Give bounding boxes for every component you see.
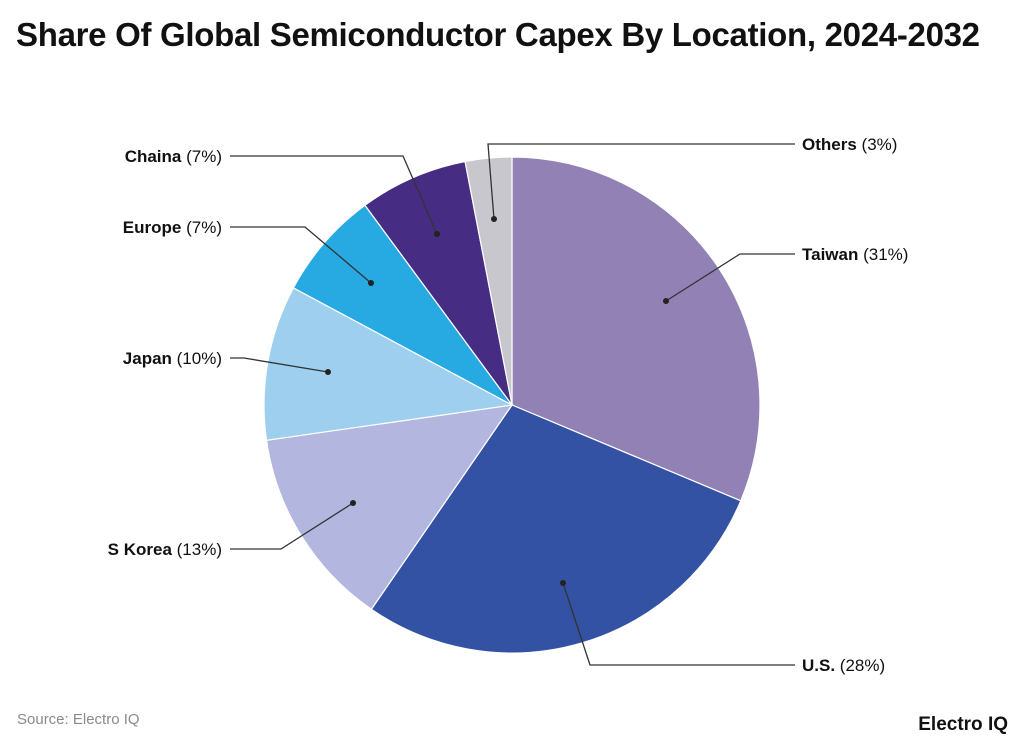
leader-line [665, 253, 795, 302]
leader-line [487, 143, 795, 220]
slice-label-europe: Europe (7%) [123, 218, 222, 237]
source-note: Source: Electro IQ [17, 711, 140, 728]
leader-line [230, 155, 438, 235]
pie-slices [263, 156, 761, 654]
leader-dot [663, 298, 669, 304]
slice-label-s-korea: S Korea (13%) [108, 540, 222, 559]
leader-line [230, 226, 372, 284]
slice-label-chaina: Chaina (7%) [125, 147, 222, 166]
chart-title: Share Of Global Semiconductor Capex By L… [16, 16, 980, 53]
leader-dot [325, 369, 331, 375]
leader-dot [560, 580, 566, 586]
leader-dot [434, 231, 440, 237]
leader-lines [230, 143, 795, 666]
slice-label-japan: Japan (10%) [123, 349, 222, 368]
leader-dot [350, 500, 356, 506]
leader-line [562, 582, 795, 666]
brand-logo: Electro IQ [918, 714, 1008, 735]
pie-slice-u-s- [370, 404, 742, 654]
leader-dot [491, 216, 497, 222]
slice-label-u-s-: U.S. (28%) [802, 656, 885, 675]
leader-line [230, 357, 329, 373]
leader-dot [368, 280, 374, 286]
leader-line [230, 502, 354, 550]
pie-slice-others [464, 156, 513, 406]
slice-labels: Taiwan (31%) U.S. (28%) S Korea (13%) Japan… [108, 135, 909, 675]
slice-label-others: Others (3%) [802, 135, 897, 154]
slice-label-taiwan: Taiwan (31%) [802, 245, 908, 264]
pie-slice-europe [292, 204, 513, 406]
